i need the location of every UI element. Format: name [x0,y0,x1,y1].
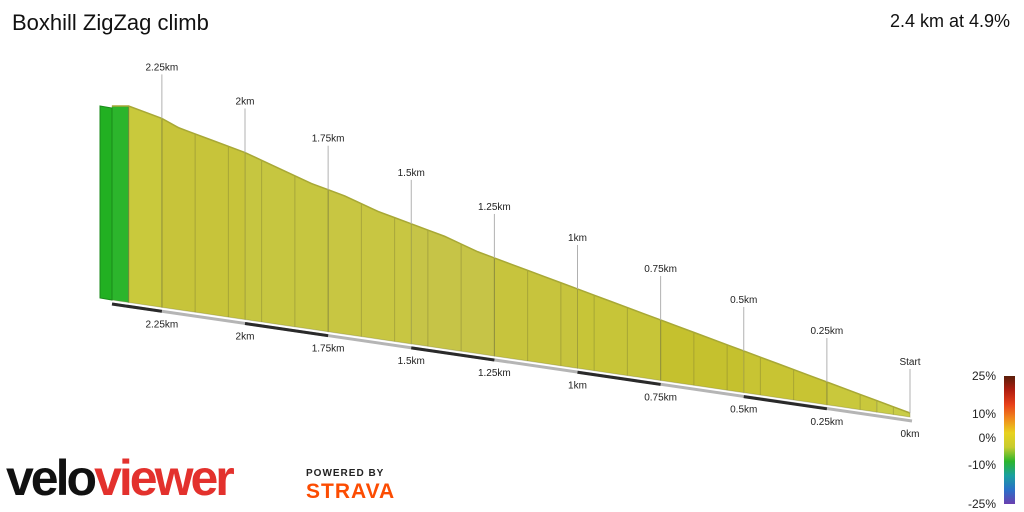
distance-label: 1.75km [312,134,345,145]
legend-label: 10% [972,407,996,421]
distance-label: 0.5km [730,295,757,306]
gradient-segment-6 [410,223,495,357]
gradient-segment-11 [111,105,130,304]
base-distance-band [577,370,661,386]
base-distance-label: 1.75km [312,344,345,355]
powered-by-label: POWERED BY [306,468,385,479]
base-distance-label: 0.5km [730,405,757,416]
distance-label: 0.25km [810,326,843,337]
gradient-segment-10 [128,105,163,308]
profile-end-face [99,105,113,301]
gradient-legend: 25% 10% 0% -10% -25% [968,369,1015,511]
base-distance-band [743,395,828,411]
climb-summary: 2.4 km at 4.9% [889,11,1010,31]
distance-label: 2km [236,97,255,108]
gradient-segment-8 [244,151,329,333]
base-distance-band [244,322,329,338]
distance-label: 2.25km [145,62,178,73]
base-distance-label: 1.25km [478,368,511,379]
logo-velo-text: velo [6,450,97,506]
legend-label: -10% [968,458,996,472]
gradient-segment-4 [577,288,662,382]
distance-label: 0.75km [644,264,677,275]
distance-label: 1.25km [478,202,511,213]
base-distance-label: 0.75km [644,392,677,403]
base-distance-label: 0.25km [810,417,843,428]
veloviewer-logo: veloviewer [6,448,235,508]
base-distance-label: 0km [901,429,920,440]
legend-label: 0% [979,431,997,445]
gradient-segment-5 [493,257,578,369]
distance-label: Start [899,357,920,368]
base-distance-label: 1km [568,380,587,391]
legend-label: -25% [968,497,996,511]
legend-label: 25% [972,369,996,383]
gradient-segment-7 [327,189,412,345]
logo-viewer-text: viewer [94,450,235,506]
gradient-segment-3 [660,319,745,394]
powered-by-strava: POWERED BY STRAVA [306,468,395,504]
base-distance-label: 2km [236,332,255,343]
distance-label: 1.5km [398,168,425,179]
base-distance-label: 1.5km [398,356,425,367]
legend-color-bar [1004,376,1015,504]
distance-label: 1km [568,233,587,244]
strava-logo-text: STRAVA [306,480,396,503]
base-distance-band [411,346,495,362]
base-distance-band [111,302,163,313]
page-title: Boxhill ZigZag climb [12,10,209,35]
base-distance-label: 2.25km [145,319,178,330]
